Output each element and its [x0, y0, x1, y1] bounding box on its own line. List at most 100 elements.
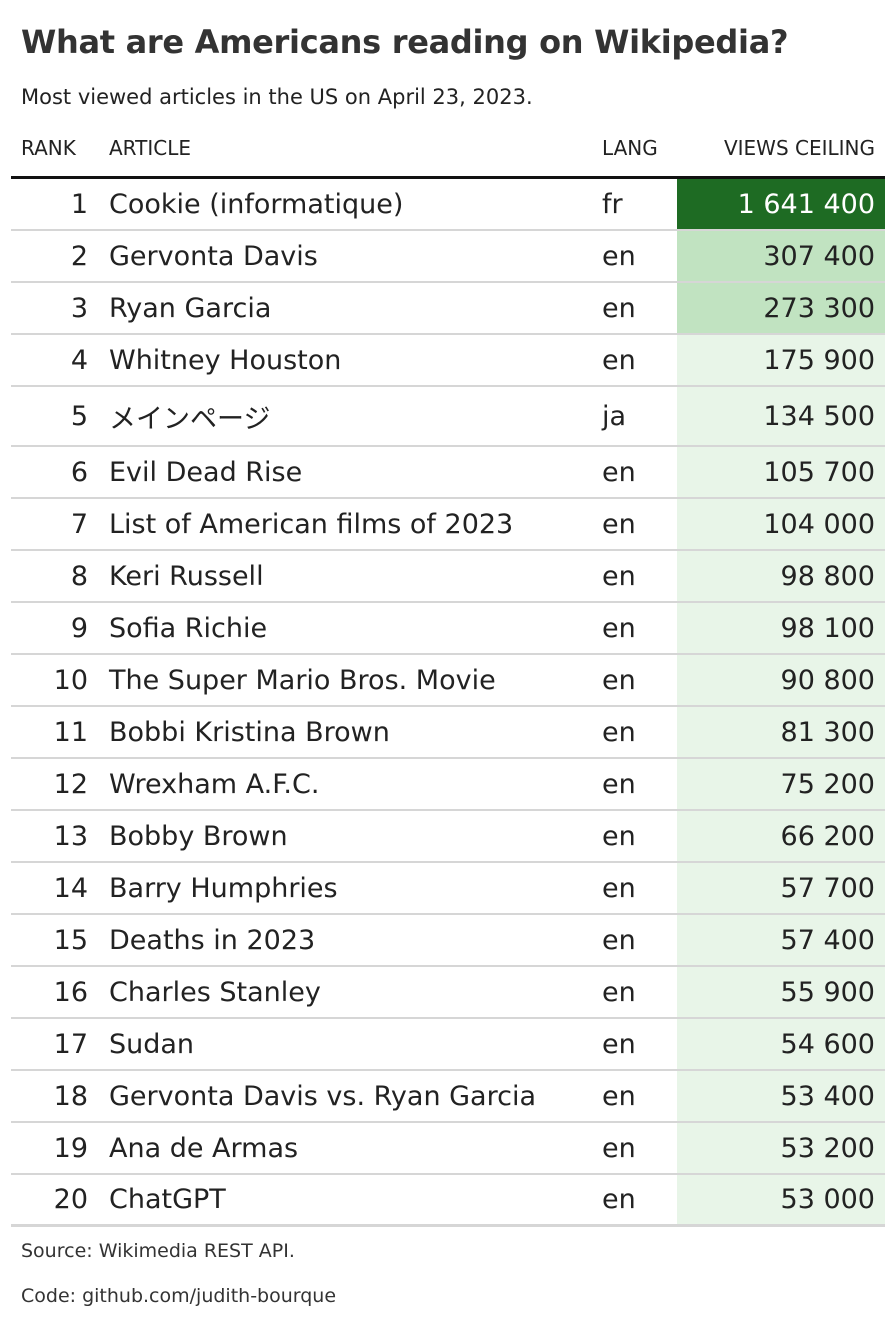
article-cell: Ryan Garcia [109, 292, 272, 324]
article-cell: Evil Dead Rise [109, 456, 303, 488]
views-cell: 57 700 [677, 863, 885, 913]
article-cell: Deaths in 2023 [109, 924, 316, 956]
views-cell: 53 200 [677, 1123, 885, 1173]
column-header-views: VIEWS CEILING [723, 136, 875, 160]
source-note: Source: Wikimedia REST API. [21, 1240, 295, 1262]
table-row: 18 Gervonta Davis vs. Ryan Garcia en 53 400 [11, 1071, 885, 1123]
table-header: RANK ARTICLE LANG VIEWS CEILING [11, 132, 885, 179]
column-header-rank: RANK [21, 136, 76, 160]
rank-cell: 16 [53, 976, 88, 1008]
views-cell: 75 200 [677, 759, 885, 809]
lang-cell: en [602, 1080, 636, 1112]
table-row: 12 Wrexham A.F.C. en 75 200 [11, 759, 885, 811]
views-cell: 53 000 [677, 1175, 885, 1224]
article-cell: Barry Humphries [109, 872, 338, 904]
views-cell: 307 400 [677, 231, 885, 281]
views-cell: 54 600 [677, 1019, 885, 1069]
article-cell: Wrexham A.F.C. [109, 768, 320, 800]
rank-cell: 1 [70, 188, 88, 220]
rank-cell: 12 [53, 768, 88, 800]
lang-cell: en [602, 292, 636, 324]
rank-cell: 20 [53, 1184, 88, 1215]
article-cell: Keri Russell [109, 560, 264, 592]
article-cell: ChatGPT [109, 1184, 226, 1215]
rank-cell: 14 [53, 872, 88, 904]
lang-cell: en [602, 612, 636, 644]
views-cell: 98 100 [677, 603, 885, 653]
table-row: 6 Evil Dead Rise en 105 700 [11, 447, 885, 499]
lang-cell: en [602, 560, 636, 592]
article-cell: Sofia Richie [109, 612, 268, 644]
article-cell: Charles Stanley [109, 976, 321, 1008]
rank-cell: 8 [70, 560, 88, 592]
lang-cell: en [602, 508, 636, 540]
views-cell: 66 200 [677, 811, 885, 861]
table-row: 2 Gervonta Davis en 307 400 [11, 231, 885, 283]
lang-cell: en [602, 820, 636, 852]
code-note: Code: github.com/judith-bourque [21, 1285, 337, 1307]
lang-cell: fr [602, 188, 623, 220]
article-cell: Cookie (informatique) [109, 188, 404, 220]
lang-cell: en [602, 872, 636, 904]
lang-cell: en [602, 924, 636, 956]
rank-cell: 19 [53, 1132, 88, 1164]
views-cell: 55 900 [677, 967, 885, 1017]
views-cell: 105 700 [677, 447, 885, 497]
article-cell: List of American films of 2023 [109, 508, 514, 540]
table-row: 16 Charles Stanley en 55 900 [11, 967, 885, 1019]
rank-cell: 3 [70, 292, 88, 324]
rank-cell: 15 [53, 924, 88, 956]
rank-cell: 18 [53, 1080, 88, 1112]
table-row: 20 ChatGPT en 53 000 [11, 1175, 885, 1227]
article-cell: Whitney Houston [109, 344, 342, 376]
views-cell: 98 800 [677, 551, 885, 601]
rank-cell: 11 [53, 716, 88, 748]
views-cell: 57 400 [677, 915, 885, 965]
table-row: 1 Cookie (informatique) fr 1 641 400 [11, 179, 885, 231]
article-cell: The Super Mario Bros. Movie [109, 664, 496, 696]
lang-cell: en [602, 768, 636, 800]
lang-cell: en [602, 1132, 636, 1164]
views-cell: 53 400 [677, 1071, 885, 1121]
article-cell: Gervonta Davis vs. Ryan Garcia [109, 1080, 537, 1112]
table-row: 8 Keri Russell en 98 800 [11, 551, 885, 603]
lang-cell: ja [602, 400, 627, 432]
chart-title: What are Americans reading on Wikipedia? [21, 23, 789, 61]
column-header-lang: LANG [602, 136, 658, 160]
table-row: 9 Sofia Richie en 98 100 [11, 603, 885, 655]
rank-cell: 10 [53, 664, 88, 696]
article-cell: Bobby Brown [109, 820, 288, 852]
table-row: 5 メインページ ja 134 500 [11, 387, 885, 447]
table-row: 15 Deaths in 2023 en 57 400 [11, 915, 885, 967]
lang-cell: en [602, 456, 636, 488]
views-cell: 90 800 [677, 655, 885, 705]
article-cell: Gervonta Davis [109, 240, 318, 272]
table-row: 14 Barry Humphries en 57 700 [11, 863, 885, 915]
views-cell: 1 641 400 [677, 179, 885, 229]
table-row: 17 Sudan en 54 600 [11, 1019, 885, 1071]
table-row: 4 Whitney Houston en 175 900 [11, 335, 885, 387]
lang-cell: en [602, 976, 636, 1008]
chart-subtitle: Most viewed articles in the US on April … [21, 85, 533, 109]
views-cell: 81 300 [677, 707, 885, 757]
lang-cell: en [602, 1028, 636, 1060]
rank-cell: 13 [53, 820, 88, 852]
lang-cell: en [602, 344, 636, 376]
article-cell: Sudan [109, 1028, 195, 1060]
views-cell: 273 300 [677, 283, 885, 333]
article-cell: メインページ [109, 403, 271, 435]
views-cell: 134 500 [677, 387, 885, 445]
rank-cell: 5 [70, 400, 88, 432]
lang-cell: en [602, 1184, 636, 1215]
lang-cell: en [602, 716, 636, 748]
table-row: 11 Bobbi Kristina Brown en 81 300 [11, 707, 885, 759]
table-row: 13 Bobby Brown en 66 200 [11, 811, 885, 863]
table-row: 19 Ana de Armas en 53 200 [11, 1123, 885, 1175]
table-row: 10 The Super Mario Bros. Movie en 90 800 [11, 655, 885, 707]
lang-cell: en [602, 240, 636, 272]
views-cell: 175 900 [677, 335, 885, 385]
article-cell: Bobbi Kristina Brown [109, 716, 390, 748]
rank-cell: 6 [70, 456, 88, 488]
rank-cell: 7 [70, 508, 88, 540]
rank-cell: 17 [53, 1028, 88, 1060]
